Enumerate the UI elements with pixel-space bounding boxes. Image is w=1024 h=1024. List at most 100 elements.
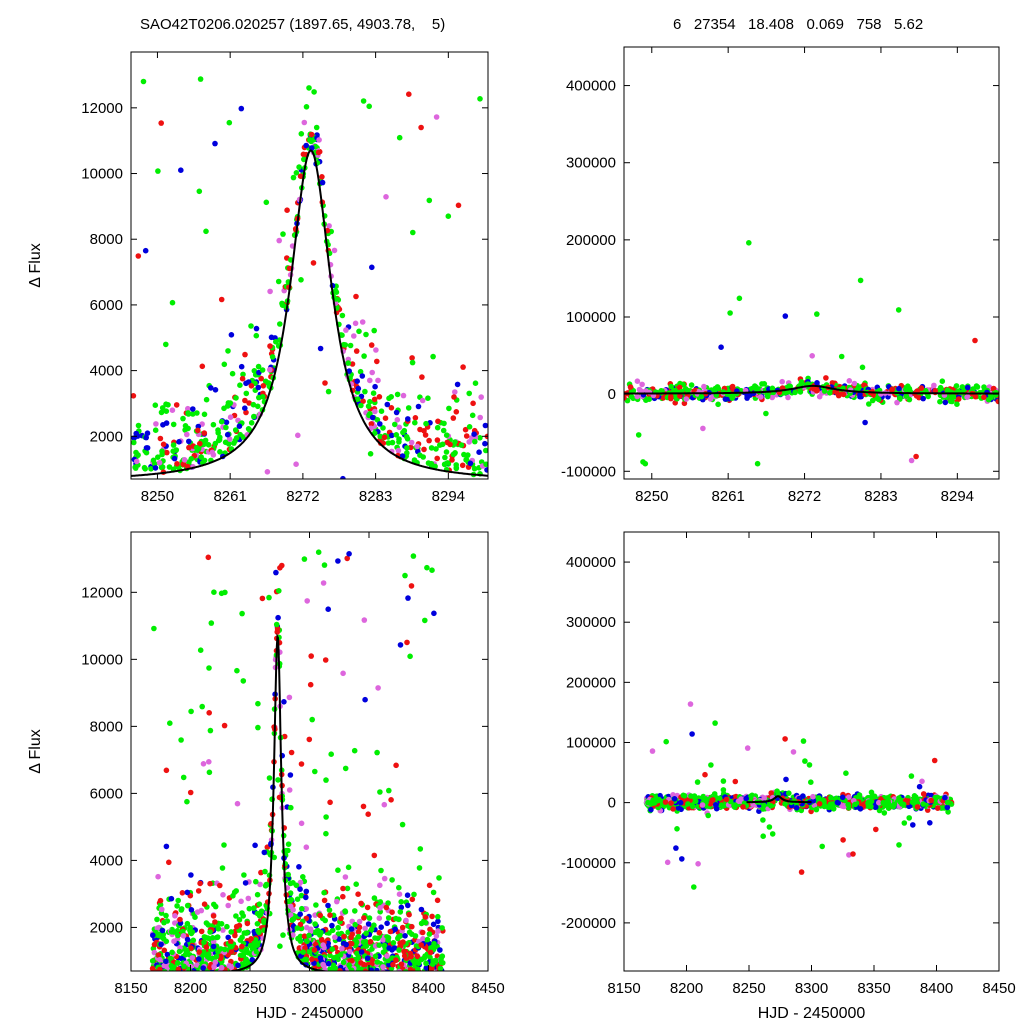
data-point [352,320,359,327]
data-point [159,906,165,913]
data-point [264,469,271,475]
data-point [297,911,304,917]
data-point [293,170,300,176]
data-point [403,917,409,924]
data-point [430,353,436,360]
data-point [472,380,479,387]
data-point [953,383,960,389]
y-tick-label: 300000 [566,155,616,172]
data-point [163,341,169,348]
x-axis-label: HJD - 2450000 [758,1005,866,1022]
data-point [341,933,347,940]
data-point [248,323,254,329]
data-point [677,799,684,806]
data-point [372,408,378,415]
data-point [624,395,627,401]
data-point [769,394,775,401]
data-point [348,940,355,947]
data-point [423,960,429,967]
data-point [465,452,471,458]
data-point [366,103,373,110]
data-point [169,299,176,306]
data-point [876,807,883,814]
data-point [424,564,430,571]
data-point [393,432,400,438]
data-point [340,959,347,966]
data-point [677,393,683,399]
data-point [369,369,376,376]
y-tick-label: 200000 [566,232,616,249]
data-point [164,449,170,456]
data-point [197,76,204,82]
data-point [920,395,926,402]
data-point [163,843,170,850]
data-point [152,427,159,434]
data-point [276,237,283,244]
data-point [194,962,200,968]
data-point [273,569,279,576]
data-point [325,388,332,395]
data-point [287,772,294,778]
data-point [205,442,212,448]
data-point [255,394,262,401]
data-point [184,902,191,909]
y-tick-label: 400000 [566,78,616,95]
data-point [389,877,395,883]
data-point [356,924,363,931]
data-point [364,955,371,961]
data-point [809,353,815,359]
data-point [463,457,469,463]
x-tick-label: 8250 [732,980,765,997]
data-point [715,401,721,408]
data-point [470,400,476,407]
data-point [321,963,328,969]
data-point [477,435,483,441]
data-point [363,331,369,338]
data-point [290,916,297,922]
data-point [160,935,167,942]
data-point [226,962,232,969]
data-point [429,567,435,573]
data-point [261,849,268,856]
data-point [635,432,642,438]
data-point [944,799,951,806]
data-point [200,952,207,958]
data-point [376,915,383,921]
data-point [395,934,402,940]
data-point [366,915,373,921]
x-tick-label: 8294 [432,488,465,505]
data-point [408,953,414,960]
data-point [453,465,460,472]
data-point [339,312,346,319]
data-point [155,873,161,880]
data-point [408,439,415,446]
data-point [238,952,245,959]
data-point [355,891,361,897]
data-point [337,952,344,958]
data-point [383,904,390,911]
data-point [769,831,776,837]
data-point [335,558,341,564]
data-point [228,938,234,945]
data-point [233,395,239,401]
data-point [472,438,478,445]
data-point [483,461,488,468]
data-point [815,795,822,801]
data-point [170,421,177,428]
data-point [158,409,165,416]
data-point [171,455,178,462]
data-point [381,801,388,808]
data-point [404,436,411,442]
x-tick-label: 8150 [607,980,640,997]
data-point [932,388,938,394]
data-point [398,961,405,967]
data-point [235,962,241,969]
data-point [185,405,191,412]
data-point [151,941,158,948]
data-point [267,288,273,295]
data-point [259,595,266,602]
data-point [374,967,380,971]
data-point [214,934,221,940]
data-point [484,467,488,473]
data-point [388,405,395,411]
